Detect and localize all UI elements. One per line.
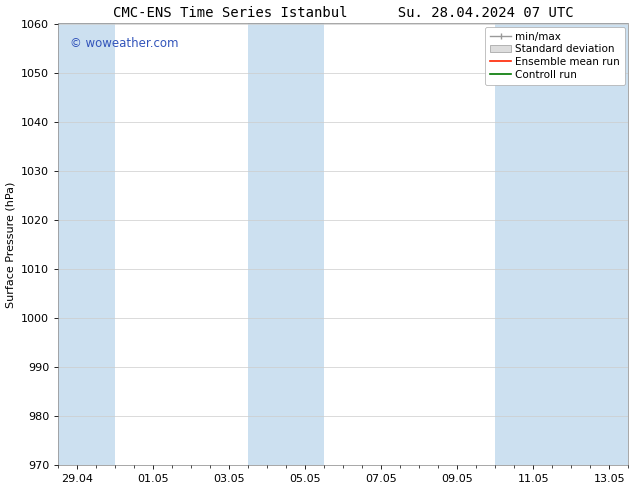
Legend: min/max, Standard deviation, Ensemble mean run, Controll run: min/max, Standard deviation, Ensemble me… bbox=[485, 26, 625, 85]
Bar bbox=[58, 24, 115, 465]
Text: © woweather.com: © woweather.com bbox=[70, 37, 178, 50]
Bar bbox=[249, 24, 325, 465]
Y-axis label: Surface Pressure (hPa): Surface Pressure (hPa) bbox=[6, 181, 16, 308]
Title: CMC-ENS Time Series Istanbul      Su. 28.04.2024 07 UTC: CMC-ENS Time Series Istanbul Su. 28.04.2… bbox=[113, 5, 574, 20]
Bar bbox=[495, 24, 628, 465]
